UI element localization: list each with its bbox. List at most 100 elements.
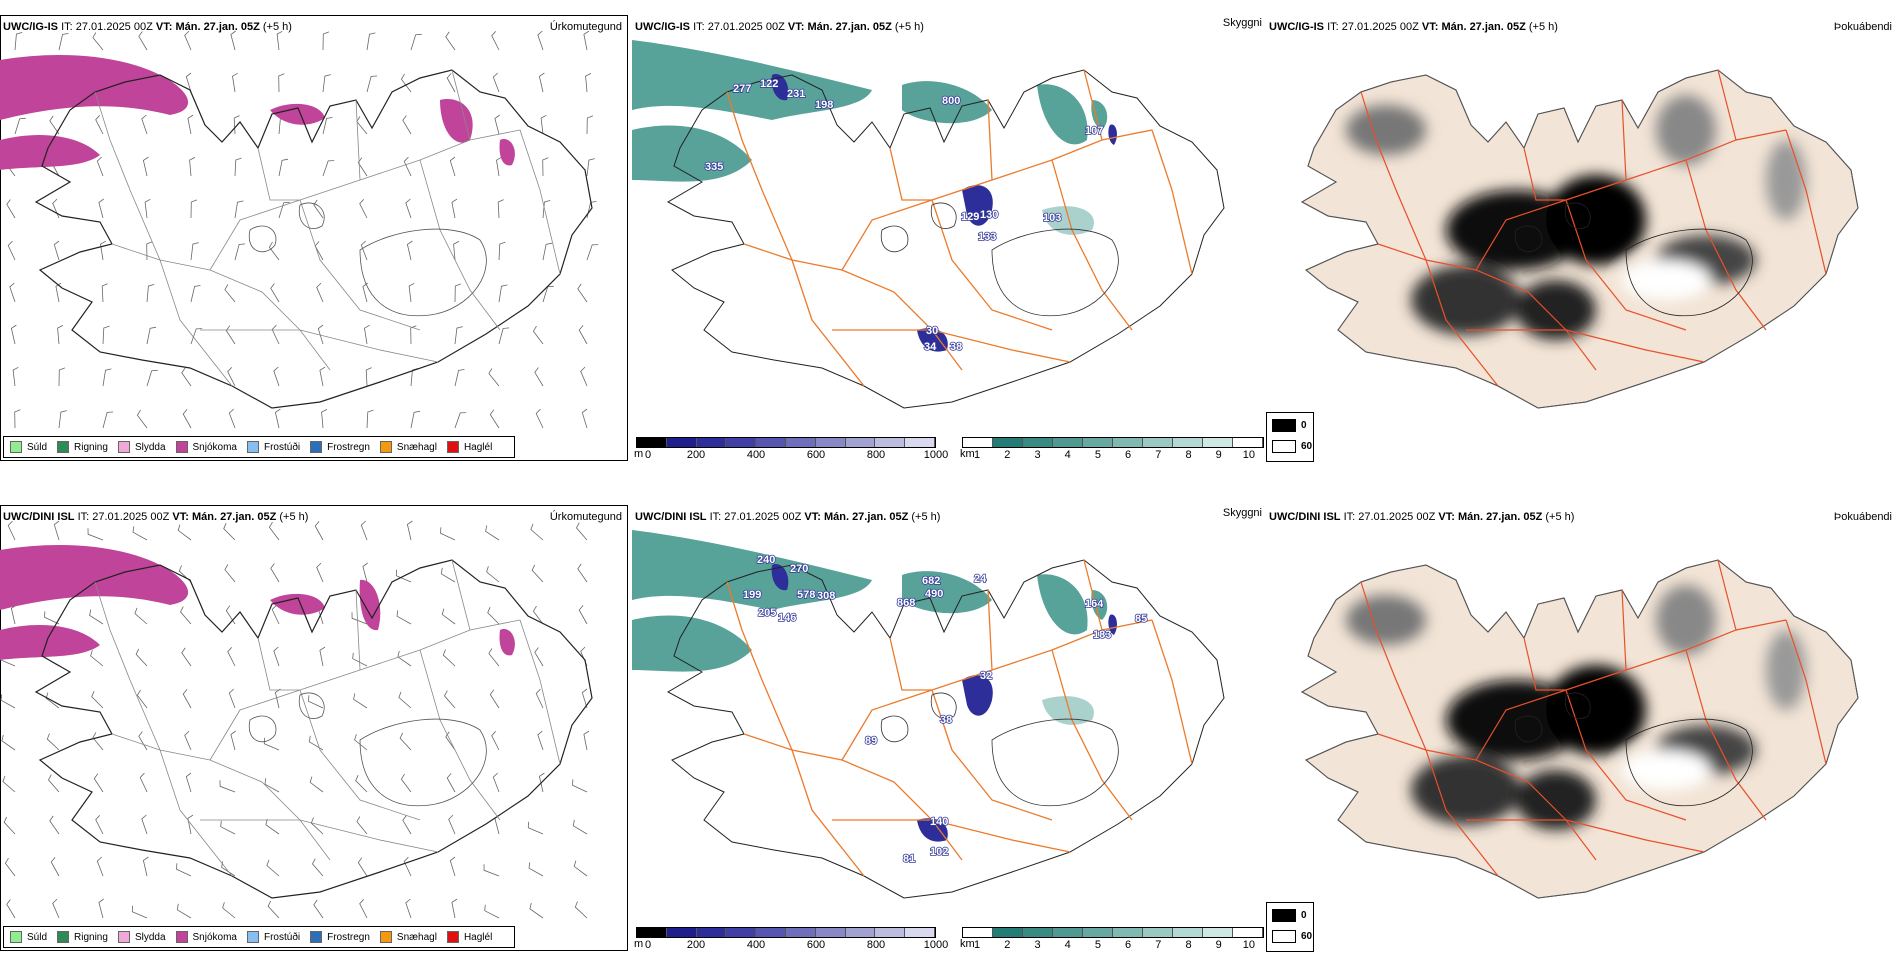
ceiling-label: 89: [865, 735, 877, 747]
legend-swatch: [310, 441, 323, 453]
colorbar-tick: 5: [1094, 449, 1101, 461]
ceiling-label: 24: [974, 573, 987, 585]
ceiling-label: 38: [950, 341, 962, 353]
colorbar-tick: 800: [866, 449, 886, 461]
ceiling-label: 270: [790, 563, 808, 575]
wind-barb: [46, 733, 60, 751]
legend-label: Snæhagl: [396, 441, 437, 453]
snow-areas: [0, 55, 515, 170]
legend-item: Haglél: [446, 931, 492, 943]
wind-barb: [267, 900, 280, 919]
wind-barb: [278, 73, 285, 93]
wind-barb: [357, 157, 368, 177]
colorbar-cells: [636, 437, 936, 448]
ceiling-label: 146: [778, 612, 796, 624]
colorbar-cell: [993, 928, 1023, 937]
model-name: UWC/IG-IS: [1269, 21, 1324, 33]
colorbar-cell: [785, 928, 816, 937]
wind-barb: [360, 520, 368, 541]
wind-barb: [353, 693, 368, 709]
fog-legend-item: 0: [1272, 419, 1307, 432]
wind-barb: [219, 780, 236, 793]
wind-barb: [223, 523, 236, 541]
wind-barb: [4, 857, 16, 877]
wind-barb: [355, 775, 368, 793]
wind-barb: [95, 115, 104, 135]
wind-barb: [58, 33, 69, 51]
it-label: IT:: [61, 21, 73, 33]
wind-barb: [91, 691, 104, 709]
panel-header: UWC/IG-IS IT: 27.01.2025 00Z VT: Mán. 27…: [635, 21, 924, 33]
wind-barb: [89, 609, 104, 625]
wind-barb: [312, 858, 324, 877]
wind-barb: [410, 33, 422, 51]
lead-time: (+5 h): [262, 21, 292, 33]
legend-swatch: [175, 441, 188, 453]
wind-barb: [366, 75, 378, 93]
colorbar-tick: 400: [746, 939, 766, 951]
colorbar-cell: [637, 438, 667, 447]
forecast-row: UWC/IG-IS IT: 27.01.2025 00Z VT: Mán. 27…: [0, 0, 1900, 470]
wind-barb: [141, 814, 148, 835]
wind-barb: [14, 32, 23, 51]
legend-item: Snjókoma: [175, 931, 237, 943]
wind-barb: [356, 816, 368, 835]
colorbar-tick: 8: [1185, 449, 1192, 461]
colorbar-tick: 200: [686, 939, 706, 951]
legend-item: Frostúði: [246, 931, 300, 943]
colorbar-cell: [1203, 438, 1233, 447]
wind-barb: [220, 820, 236, 835]
colorbar-cell: [1233, 928, 1263, 937]
colorbar-cell: [905, 438, 935, 447]
colorbar-tick: 800: [866, 939, 886, 951]
wind-barb: [446, 73, 456, 93]
wind-barb: [136, 689, 148, 709]
colorbar-tick: 7: [1155, 449, 1162, 461]
legend-item: Snæhagl: [379, 441, 437, 453]
wind-barb: [187, 814, 194, 835]
wind-barb: [538, 72, 545, 93]
wind-barb: [492, 772, 500, 793]
wind-barb: [176, 903, 192, 919]
visibility-panel: UWC/IG-IS IT: 27.01.2025 00Z VT: Mán. 27…: [632, 0, 1266, 468]
legend-label: Frostúði: [263, 441, 301, 453]
valid-time: Mán. 27.jan. 05Z: [823, 511, 909, 523]
lead-time: (+5 h): [894, 21, 924, 33]
wind-barb: [190, 242, 199, 261]
wind-barb: [542, 157, 549, 177]
wind-barb: [577, 283, 588, 303]
wind-barb: [98, 198, 104, 219]
legend-item: Snæhagl: [379, 931, 437, 943]
precip-type-map: [0, 30, 599, 429]
wind-barb: [322, 117, 333, 135]
wind-barb: [49, 815, 60, 835]
panel-title: Úrkomutegund: [549, 21, 622, 33]
colorbar-cell: [1173, 928, 1203, 937]
wind-barb: [494, 114, 500, 135]
vt-label: VT:: [1438, 511, 1455, 523]
wind-barb: [14, 117, 26, 135]
legend-swatch: [57, 931, 70, 943]
wind-barb: [177, 524, 192, 541]
ceiling-label: 231: [787, 88, 805, 100]
ceiling-label: 32: [980, 670, 992, 682]
colorbar-cell: [1083, 928, 1113, 937]
wind-barb: [278, 201, 290, 219]
colorbar-ticks: 1 2 3 4 5 6 7 8 9 10: [962, 938, 1264, 952]
ceiling-label: 107: [1085, 125, 1103, 137]
ceiling-label: 308: [817, 590, 835, 602]
ceiling-label: 800: [942, 95, 960, 107]
wind-barb: [586, 244, 599, 261]
colorbar-unit: km: [960, 448, 975, 460]
init-time: 27.01.2025 00Z: [1358, 511, 1436, 523]
ceiling-label: 164: [1085, 598, 1104, 610]
fog-map: [1301, 559, 1859, 899]
wind-barb: [444, 690, 456, 709]
wind-barb: [176, 863, 192, 877]
colorbar-cell: [1053, 438, 1083, 447]
legend-label: Slydda: [134, 931, 166, 943]
wind-barb: [319, 366, 326, 387]
forecast-row: UWC/DINI ISL IT: 27.01.2025 00Z VT: Mán.…: [0, 490, 1900, 960]
legend-swatch: [10, 441, 22, 453]
ceiling-label: 38: [940, 714, 952, 726]
